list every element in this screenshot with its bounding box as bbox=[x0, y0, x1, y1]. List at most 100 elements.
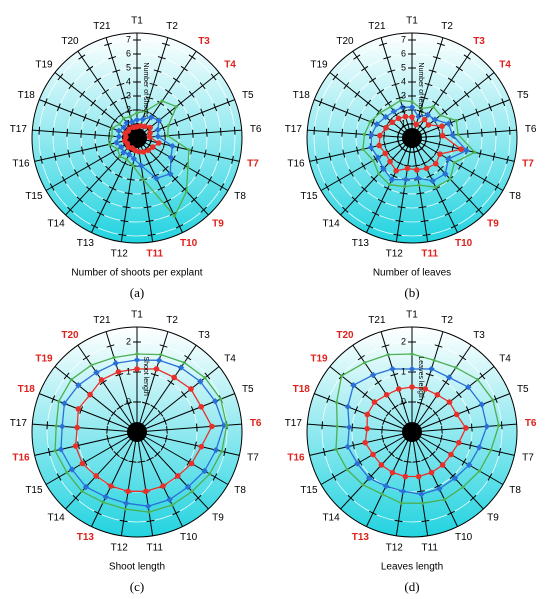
marker bbox=[428, 365, 435, 373]
tick-mark bbox=[78, 54, 86, 60]
marker bbox=[170, 503, 174, 507]
tick-mark bbox=[106, 434, 110, 443]
tick-mark bbox=[124, 401, 133, 405]
tick-mark bbox=[412, 460, 421, 463]
marker bbox=[408, 104, 416, 111]
marker bbox=[219, 397, 223, 401]
category-label: T6 bbox=[250, 124, 262, 135]
tick-mark bbox=[369, 510, 377, 516]
tick-mark bbox=[383, 140, 387, 149]
marker bbox=[143, 488, 149, 495]
tick-mark bbox=[158, 148, 164, 156]
category-label: T21 bbox=[93, 315, 111, 326]
marker bbox=[201, 467, 208, 475]
tick-mark bbox=[469, 494, 477, 502]
tick-mark bbox=[348, 169, 354, 177]
marker bbox=[220, 449, 224, 453]
spoke bbox=[411, 37, 444, 139]
marker bbox=[371, 399, 378, 405]
tick-mark bbox=[399, 192, 408, 195]
marker bbox=[389, 469, 396, 476]
marker bbox=[377, 132, 383, 139]
tick-mark bbox=[108, 186, 117, 191]
marker bbox=[431, 105, 435, 109]
tick-mark bbox=[150, 404, 158, 410]
tick-mark bbox=[395, 96, 404, 100]
tick-mark bbox=[354, 406, 359, 414]
tick-mark bbox=[494, 183, 500, 191]
series-line bbox=[54, 353, 228, 513]
tick-mark bbox=[141, 401, 150, 405]
tick-mark bbox=[361, 186, 368, 193]
marker bbox=[362, 132, 367, 137]
marker bbox=[101, 500, 105, 504]
tick-mark bbox=[432, 409, 439, 417]
tick-mark bbox=[397, 206, 406, 209]
tick-mark bbox=[190, 146, 193, 155]
spoke bbox=[411, 344, 472, 433]
tick-mark bbox=[420, 161, 428, 166]
tick-mark bbox=[77, 441, 80, 450]
tick-mark bbox=[118, 233, 127, 236]
hub bbox=[402, 422, 422, 442]
category-label: T1 bbox=[406, 310, 418, 321]
tick-mark bbox=[80, 129, 82, 138]
tick-mark bbox=[181, 391, 187, 399]
x-axis-title: Number of leaves bbox=[373, 268, 451, 279]
r-tick-label: 3 bbox=[126, 90, 131, 100]
spoke bbox=[34, 431, 138, 456]
spoke bbox=[136, 331, 169, 433]
marker bbox=[448, 451, 454, 458]
tick-mark bbox=[456, 186, 463, 193]
marker bbox=[437, 151, 443, 157]
tick-mark bbox=[385, 409, 392, 417]
marker bbox=[382, 113, 389, 121]
tick-mark bbox=[437, 165, 444, 172]
tick-mark bbox=[475, 206, 482, 213]
tick-mark bbox=[383, 131, 385, 140]
tick-mark bbox=[67, 206, 74, 213]
marker bbox=[212, 446, 220, 454]
tick-mark bbox=[416, 490, 425, 493]
tick-mark bbox=[170, 155, 176, 163]
marker bbox=[186, 165, 190, 169]
marker bbox=[415, 473, 422, 480]
category-label: T4 bbox=[224, 60, 236, 71]
spoke bbox=[34, 137, 138, 162]
tick-mark bbox=[153, 69, 162, 73]
panel-label: (b) bbox=[404, 285, 419, 300]
marker bbox=[69, 378, 73, 382]
marker bbox=[399, 488, 407, 495]
tick-mark bbox=[199, 82, 206, 90]
tick-mark bbox=[90, 99, 97, 107]
tick-mark bbox=[428, 69, 437, 73]
tick-mark bbox=[143, 206, 152, 209]
marker bbox=[110, 134, 114, 138]
spoke bbox=[380, 331, 413, 433]
marker bbox=[208, 472, 212, 476]
tick-mark bbox=[485, 73, 492, 81]
tick-mark bbox=[94, 130, 96, 139]
category-label: T17 bbox=[285, 418, 303, 429]
spoke bbox=[411, 137, 459, 233]
spoke bbox=[136, 431, 184, 527]
tick-mark bbox=[223, 448, 227, 457]
marker bbox=[115, 368, 122, 375]
r-tick-label: 5 bbox=[401, 62, 406, 72]
tick-mark bbox=[357, 354, 365, 361]
category-label: T20 bbox=[61, 36, 79, 47]
tick-mark bbox=[351, 423, 353, 432]
tick-mark bbox=[72, 494, 80, 502]
tick-mark bbox=[210, 73, 217, 81]
tick-mark bbox=[341, 128, 343, 137]
category-label: T1 bbox=[131, 310, 143, 321]
tick-mark bbox=[387, 117, 393, 124]
spoke bbox=[411, 99, 510, 139]
category-label: T3 bbox=[198, 36, 210, 47]
tick-mark bbox=[226, 98, 231, 107]
spoke bbox=[329, 72, 413, 139]
marker bbox=[334, 400, 339, 405]
marker bbox=[390, 108, 398, 115]
tick-mark bbox=[458, 162, 463, 170]
tick-mark bbox=[154, 450, 161, 458]
